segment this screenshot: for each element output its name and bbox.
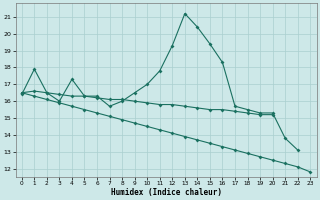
- X-axis label: Humidex (Indice chaleur): Humidex (Indice chaleur): [110, 188, 221, 197]
